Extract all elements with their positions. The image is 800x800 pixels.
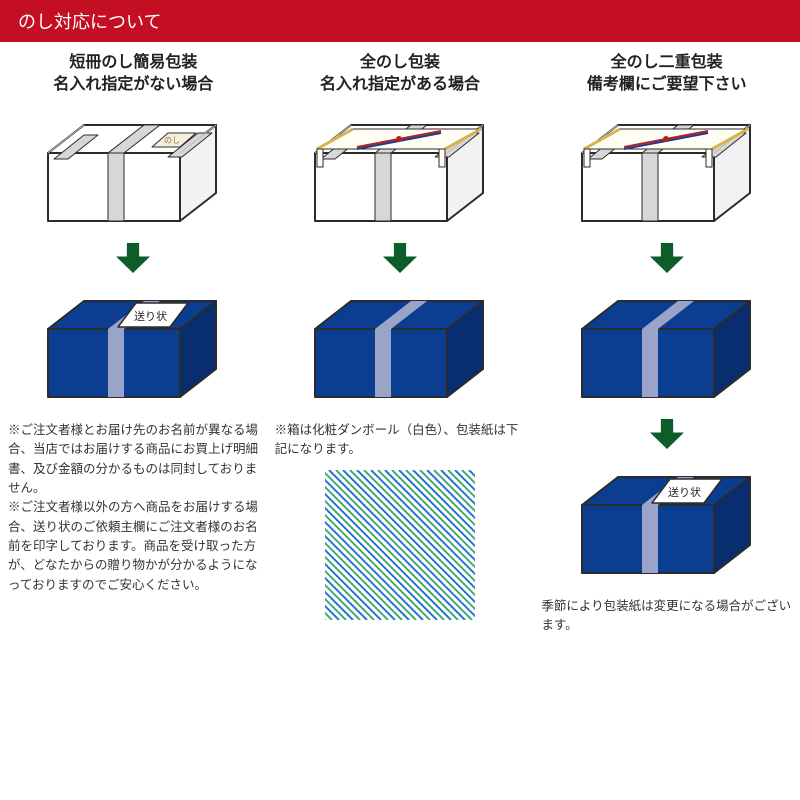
column-2: 全のし二重包装備考欄にご要望下さい送り状季節により包装紙は変更になる場合がござい… <box>533 42 800 636</box>
column-title: 全のし包装名入れ指定がある場合 <box>320 52 480 97</box>
column-notes: 季節により包装紙は変更になる場合がございます。 <box>541 597 792 636</box>
box-blue_label: 送り状 <box>8 283 259 413</box>
note-text: 季節により包装紙は変更になる場合がございます。 <box>541 597 792 636</box>
svg-text:送り状: 送り状 <box>134 309 167 323</box>
column-0: 短冊のし簡易包装名入れ指定がない場合のし送り状 ※ご注文者様とお届け先のお名前が異… <box>0 42 267 636</box>
column-title: 全のし二重包装備考欄にご要望下さい <box>587 52 747 97</box>
section-header: のし対応について <box>0 0 800 42</box>
box-white_fullnoshi <box>541 107 792 237</box>
box-white_tanzaku: のし <box>8 107 259 237</box>
down-arrow-icon <box>383 243 417 273</box>
note-text: ※ご注文者様とお届け先のお名前が異なる場合、当店ではお届けする商品にお買上げ明細… <box>8 421 259 499</box>
column-notes: ※箱は化粧ダンボール（白色）、包装紙は下記になります。 <box>275 421 526 460</box>
svg-text:送り状: 送り状 <box>668 485 701 499</box>
columns: 短冊のし簡易包装名入れ指定がない場合のし送り状 ※ご注文者様とお届け先のお名前が異… <box>0 42 800 636</box>
box-blue_plain <box>541 283 792 413</box>
svg-text:のし: のし <box>164 136 180 145</box>
down-arrow-icon <box>116 243 150 273</box>
column-1: 全のし包装名入れ指定がある場合 ※箱は化粧ダンボール（白色）、包装紙は下記になりま… <box>267 42 534 636</box>
column-title: 短冊のし簡易包装名入れ指定がない場合 <box>53 52 213 97</box>
column-notes: ※ご注文者様とお届け先のお名前が異なる場合、当店ではお届けする商品にお買上げ明細… <box>8 421 259 595</box>
wrapping-paper-swatch <box>275 470 526 620</box>
note-text: ※ご注文者様以外の方へ商品をお届けする場合、送り状のご依頼主欄にご注文者様のお名… <box>8 498 259 595</box>
down-arrow-icon <box>650 243 684 273</box>
down-arrow-icon <box>650 419 684 449</box>
box-white_fullnoshi <box>275 107 526 237</box>
box-blue_label: 送り状 <box>541 459 792 589</box>
note-text: ※箱は化粧ダンボール（白色）、包装紙は下記になります。 <box>275 421 526 460</box>
box-blue_plain <box>275 283 526 413</box>
